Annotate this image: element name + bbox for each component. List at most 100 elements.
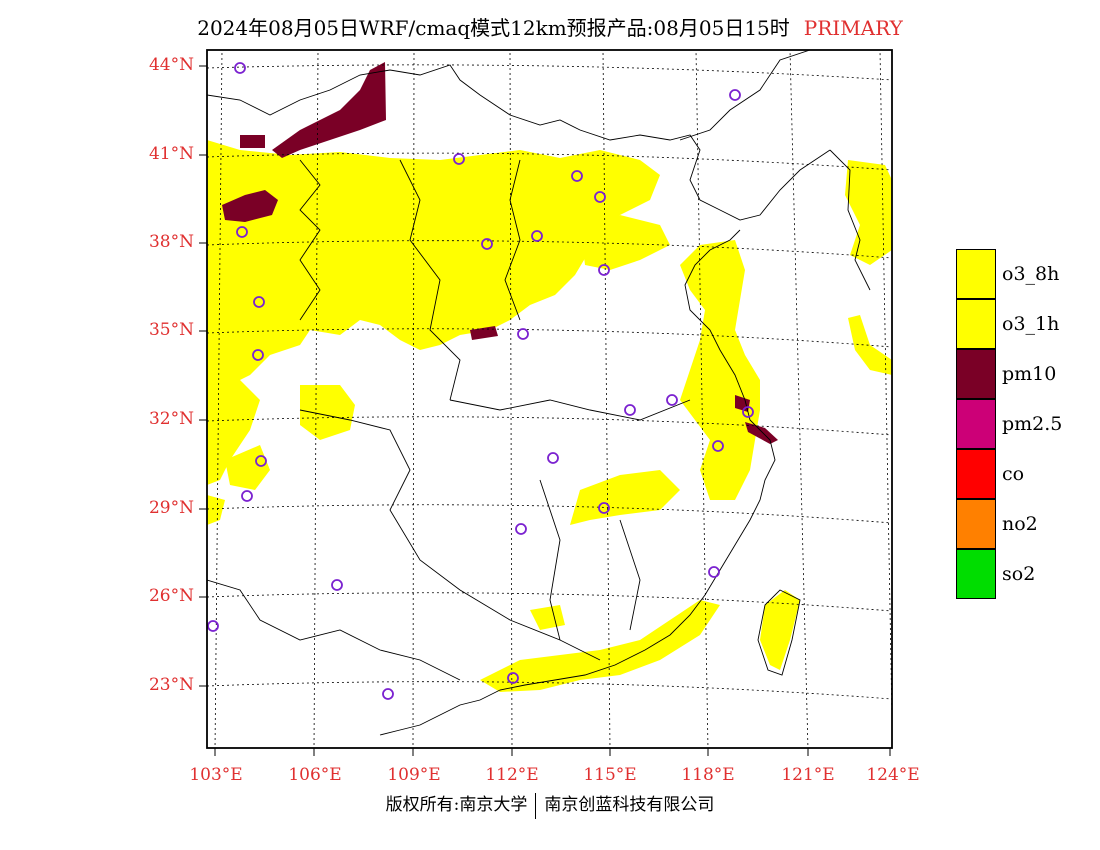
pm10-region-mongolia-2 — [240, 135, 265, 148]
station-marker — [234, 62, 246, 74]
footer-right: 南京创蓝科技有限公司 — [544, 795, 715, 815]
legend-swatch — [956, 299, 996, 349]
lon-label-112: 112°E — [485, 765, 539, 785]
lat-label-38: 38°N — [148, 232, 194, 252]
northeast-boundary — [679, 50, 811, 141]
pm10-region-central — [470, 326, 498, 340]
legend-label: pm2.5 — [1002, 413, 1063, 435]
border-henan-hubei — [449, 399, 691, 421]
lat-label-41: 41°N — [148, 144, 194, 164]
monitoring-stations — [207, 62, 754, 700]
korea-outline — [829, 149, 871, 291]
legend-label: o3_1h — [1002, 313, 1060, 335]
pm10-region-shanghai — [745, 422, 778, 444]
northern-boundary — [207, 64, 831, 221]
lat-label-32: 32°N — [148, 409, 194, 429]
station-marker — [547, 452, 559, 464]
pm10-region-mongolia — [272, 62, 386, 158]
station-marker — [453, 153, 465, 165]
lon-label-124: 124°E — [866, 765, 920, 785]
lat-label-23: 23°N — [148, 675, 194, 695]
legend-label: no2 — [1002, 513, 1038, 535]
station-marker — [255, 455, 267, 467]
map-frame — [206, 49, 893, 749]
lat-label-26: 26°N — [148, 586, 194, 606]
o3-region-taiwan — [760, 590, 800, 670]
o3-region-north — [207, 140, 660, 390]
legend-swatch — [956, 399, 996, 449]
lat-label-35: 35°N — [148, 320, 194, 340]
station-marker — [708, 566, 720, 578]
station-marker — [729, 89, 741, 101]
station-marker — [712, 440, 724, 452]
footer-left: 版权所有:南京大学 — [385, 795, 528, 815]
station-marker — [331, 579, 343, 591]
border-shanxi — [504, 159, 521, 321]
o3-region-shandong — [580, 215, 670, 270]
border-yunnan — [207, 579, 461, 681]
lon-label-109: 109°E — [387, 765, 441, 785]
station-marker — [207, 620, 219, 632]
axis-ticks — [199, 65, 891, 756]
legend-label: so2 — [1002, 563, 1036, 585]
station-marker — [515, 523, 527, 535]
station-marker — [598, 502, 610, 514]
lat-label-29: 29°N — [148, 498, 194, 518]
station-marker — [236, 226, 248, 238]
legend-swatch — [956, 249, 996, 299]
primary-tag: PRIMARY — [803, 16, 903, 40]
lon-label-103: 103°E — [189, 765, 243, 785]
lon-label-115: 115°E — [583, 765, 637, 785]
legend-swatch — [956, 549, 996, 599]
map-title: 2024年08月05日WRF/cmaq模式12km预报产品:08月05日15时 P… — [0, 12, 1100, 41]
station-marker — [507, 672, 519, 684]
taiwan-outline — [757, 589, 801, 676]
province-borders — [207, 50, 871, 736]
coastline — [379, 229, 776, 736]
lon-label-118: 118°E — [681, 765, 735, 785]
border-gansu-ningxia — [299, 159, 321, 321]
graticule-lon-121 — [789, 50, 809, 748]
legend-swatch — [956, 449, 996, 499]
graticule-lon-124 — [879, 50, 892, 721]
graticule-lon-109 — [412, 50, 415, 748]
legend-swatch — [956, 499, 996, 549]
station-marker — [742, 406, 754, 418]
o3-region-jiangxi — [570, 470, 680, 525]
lon-label-106: 106°E — [288, 765, 342, 785]
station-marker — [531, 230, 543, 242]
legend-label: pm10 — [1002, 363, 1057, 385]
station-marker — [666, 394, 678, 406]
border-hunan — [539, 479, 561, 641]
graticule-lon-115 — [602, 50, 611, 748]
o3-region-guangdong — [480, 600, 720, 692]
station-marker — [571, 170, 583, 182]
station-marker — [382, 688, 394, 700]
o3-region-korea — [845, 160, 892, 265]
footer-separator — [535, 792, 537, 819]
station-marker — [517, 328, 529, 340]
graticule-lon-103 — [214, 50, 223, 748]
border-shaanxi — [399, 159, 461, 401]
o3-region-sw — [207, 495, 225, 525]
graticule-lon-112 — [509, 50, 513, 748]
copyright-footer: 版权所有:南京大学 南京创蓝科技有限公司 — [0, 790, 1100, 819]
o3-region-korea-south — [848, 315, 892, 375]
o3-region-jiangsu — [680, 240, 760, 500]
graticule — [207, 50, 892, 748]
station-marker — [598, 264, 610, 276]
station-marker — [624, 404, 636, 416]
station-marker — [241, 490, 253, 502]
legend-swatch — [956, 349, 996, 399]
station-marker — [253, 296, 265, 308]
legend-label: co — [1002, 463, 1025, 485]
legend-label: o3_8h — [1002, 263, 1060, 285]
title-text: 2024年08月05日WRF/cmaq模式12km预报产品:08月05日15时 — [197, 16, 790, 40]
graticule-lon-106 — [313, 50, 319, 748]
station-marker — [252, 349, 264, 361]
o3-region-west — [207, 380, 260, 485]
graticule-lon-118 — [695, 50, 709, 748]
o3-region-sichuan — [300, 385, 355, 440]
border-sichuan-guizhou — [299, 409, 601, 661]
